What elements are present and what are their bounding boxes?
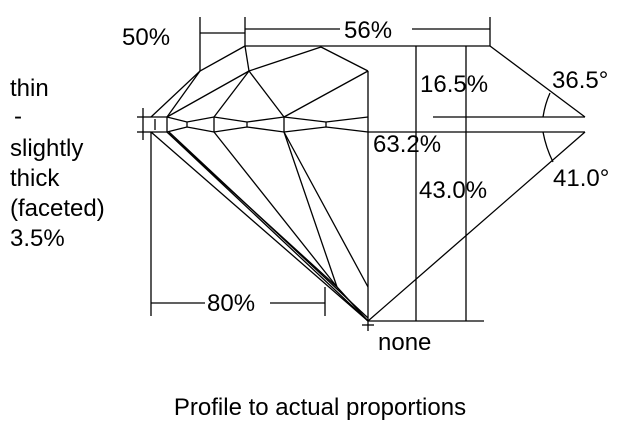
- diamond-outline: [150, 45, 586, 322]
- crown-facet: [244, 45, 250, 72]
- table-label: 56%: [344, 17, 392, 44]
- pavilion-facet: [336, 286, 369, 322]
- svg-text:thick: thick: [10, 165, 60, 192]
- crown-facet: [213, 70, 250, 118]
- crown-facet: [320, 46, 369, 72]
- girdle-upper-edge: [151, 116, 369, 123]
- pavilion-angle-label: 41.0°: [553, 165, 609, 192]
- crown-facet: [248, 70, 285, 118]
- crown-facet: [166, 70, 250, 118]
- girdle-lower-edge: [151, 126, 369, 133]
- dimension-lines: [137, 17, 554, 331]
- svg-text:3.5%: 3.5%: [10, 225, 65, 252]
- svg-text:thin: thin: [10, 75, 49, 102]
- pavilion-facet: [166, 131, 369, 322]
- lower-half-label: 80%: [207, 290, 255, 317]
- pavilion-facet: [283, 131, 338, 288]
- crown-angle-label: 36.5°: [552, 67, 608, 94]
- crown-right-outline: [489, 45, 586, 118]
- pavilion-facet: [213, 131, 338, 288]
- crown-ratio-label: 50%: [122, 24, 170, 51]
- svg-text:-: -: [14, 103, 22, 130]
- total-depth-label: 63.2%: [373, 131, 441, 158]
- pavilion-facet: [150, 131, 369, 322]
- crown-facet: [166, 70, 201, 118]
- culet-label: none: [378, 329, 431, 356]
- pavilion-right-outline: [367, 131, 586, 322]
- crown-facet: [283, 70, 369, 118]
- girdle-label: thin - slightly thick (faceted) 3.5%: [10, 75, 105, 252]
- diagram-caption: Profile to actual proportions: [174, 394, 466, 421]
- pavilion-facet: [166, 131, 338, 288]
- svg-text:(faceted): (faceted): [10, 195, 105, 222]
- pavilion-facet: [283, 131, 369, 288]
- crown-height-label: 16.5%: [420, 71, 488, 98]
- svg-text:slightly: slightly: [10, 135, 83, 162]
- pavilion-depth-label: 43.0%: [419, 177, 487, 204]
- crown-facet: [248, 46, 322, 72]
